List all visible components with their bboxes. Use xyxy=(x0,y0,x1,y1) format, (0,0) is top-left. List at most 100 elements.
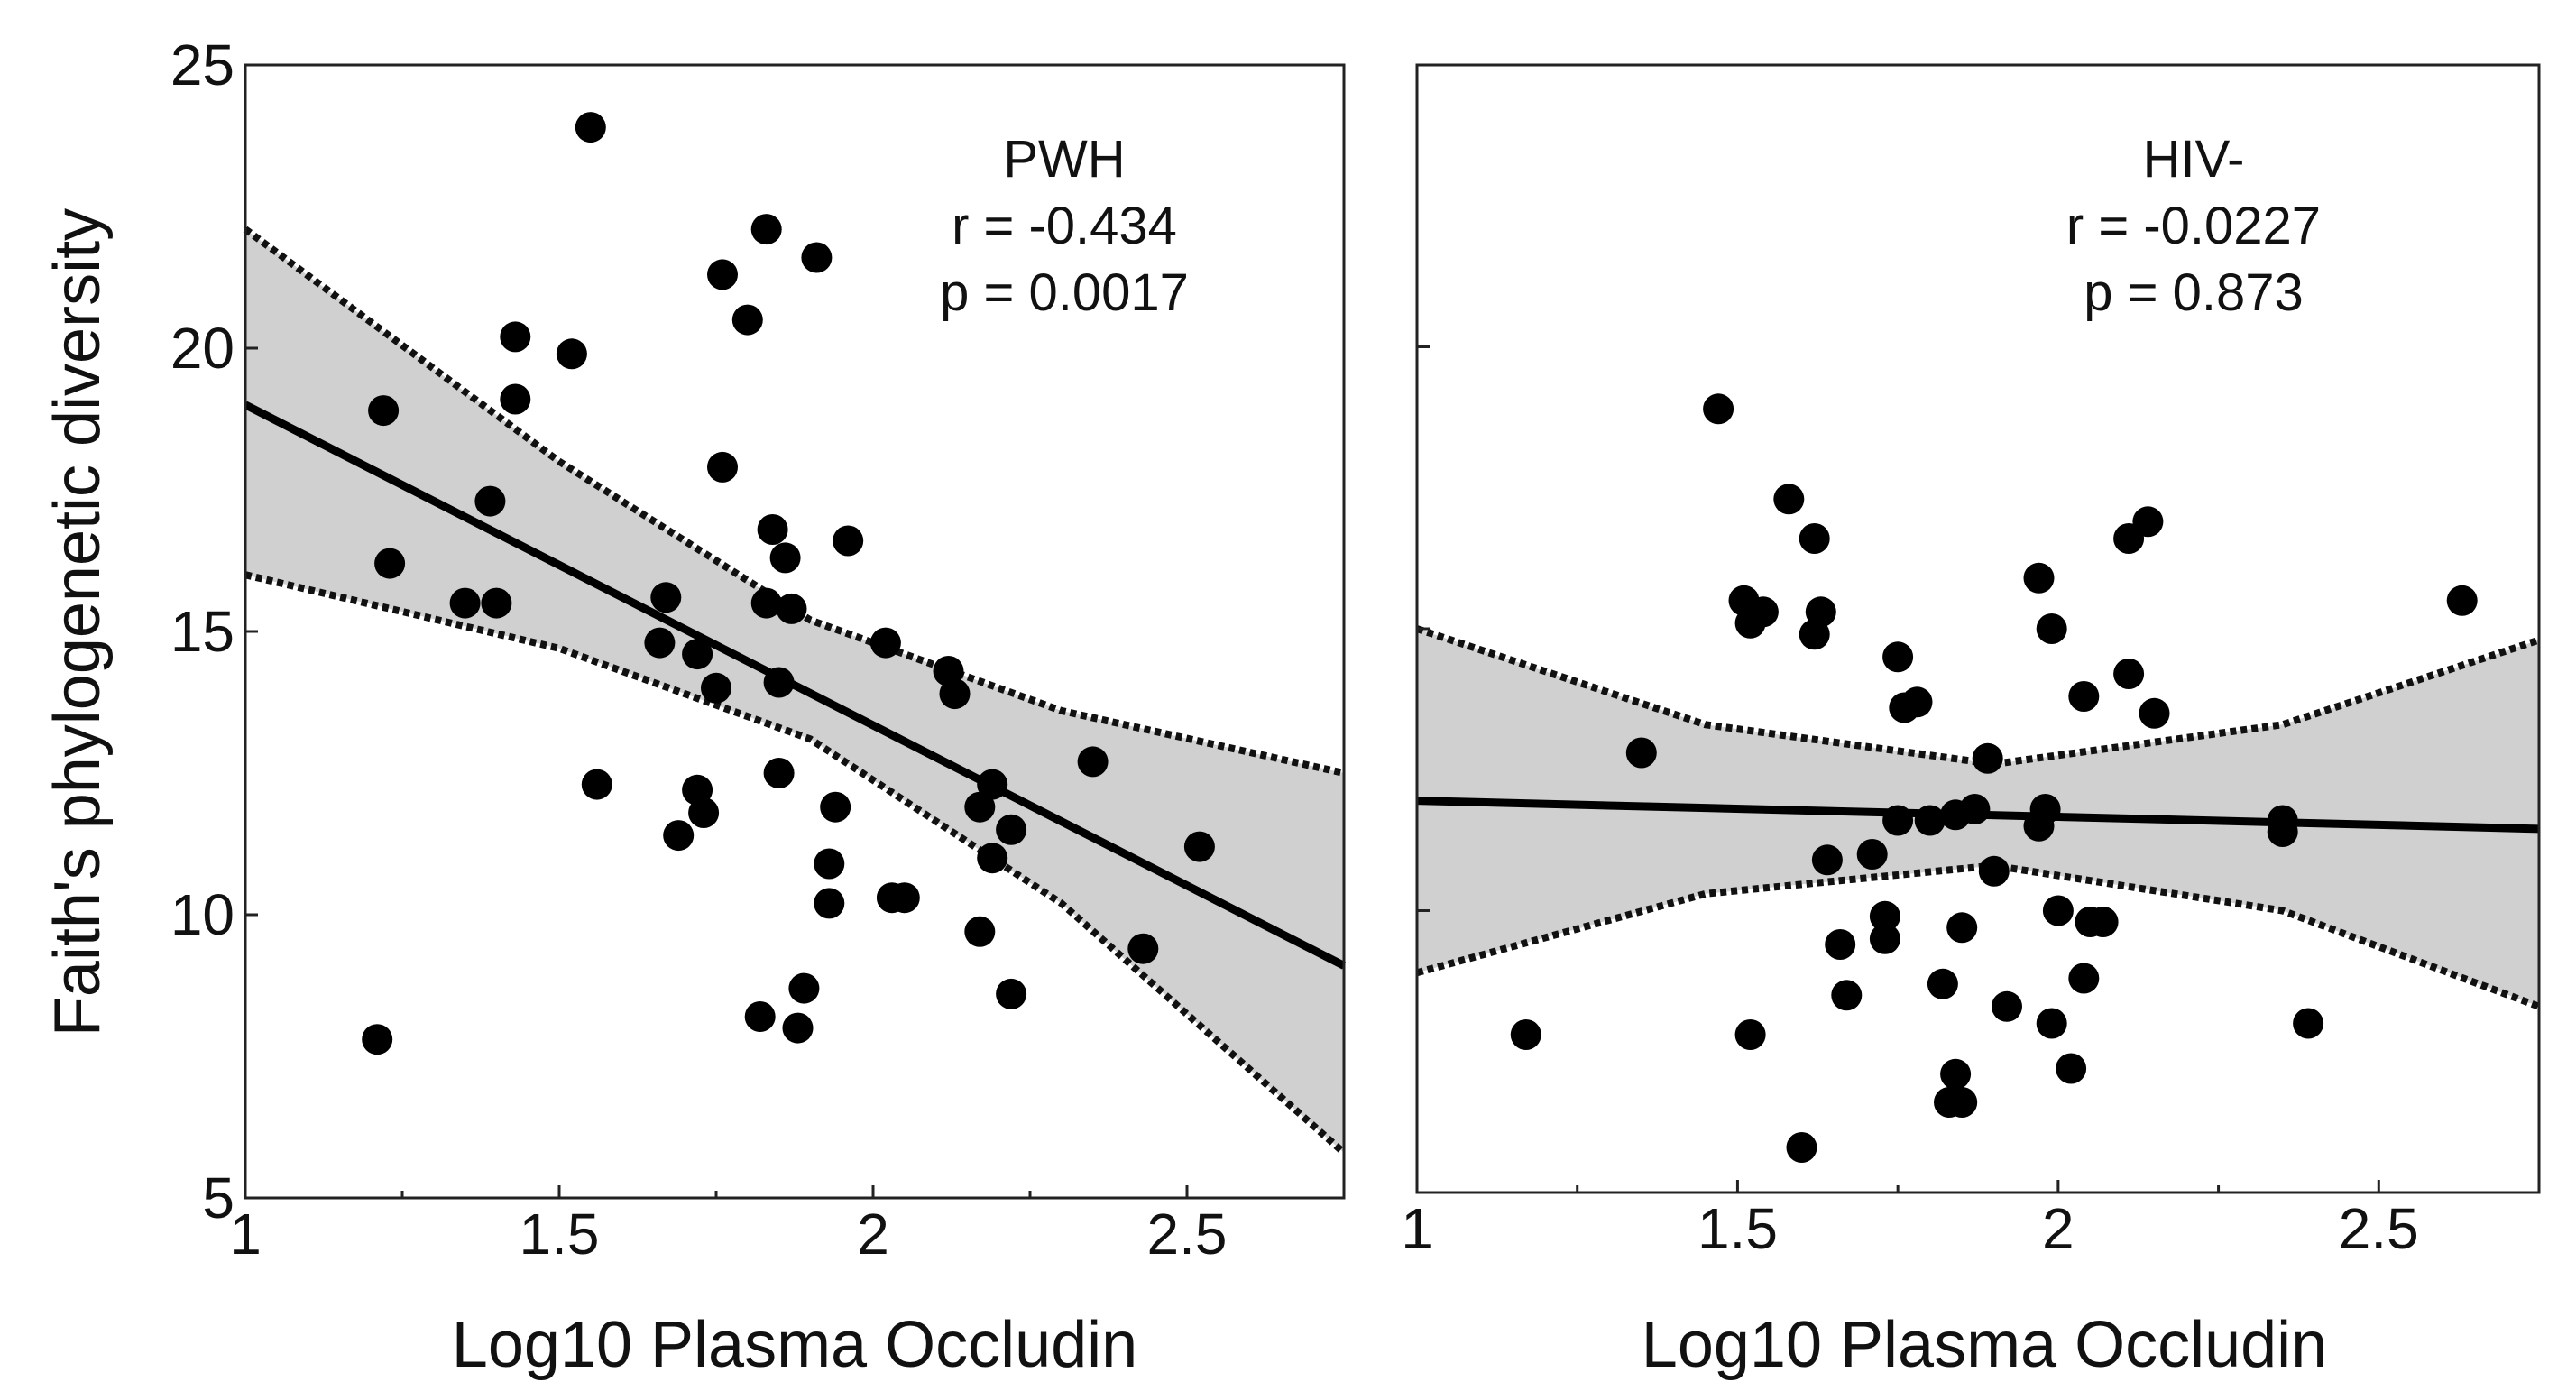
panel-hiv-negative-point-1 xyxy=(1625,737,1657,769)
panel-hiv-negative-point-6 xyxy=(1734,1019,1766,1050)
panel-pwh-point-26 xyxy=(763,758,795,788)
panel-pwh-y-tick-label-1: 10 xyxy=(170,882,235,947)
panel-hiv-negative-point-30 xyxy=(1972,742,2003,774)
panel-pwh-point-6 xyxy=(500,321,531,353)
panel-pwh-ci-band xyxy=(245,229,1344,1153)
panel-pwh: 1 1.5 2 2.5 5 10 15 20 25 PWH r = -0.434 p = 0.0… xyxy=(170,32,1347,1381)
panel-hiv-negative-x-axis-title: Log10 Plasma Occludin xyxy=(1642,1309,2327,1381)
panel-hiv-negative-point-46 xyxy=(2132,506,2164,538)
panel-pwh-point-43 xyxy=(977,769,1008,800)
panel-pwh-point-29 xyxy=(782,1012,814,1044)
panel-hiv-negative-point-7 xyxy=(1773,484,1805,515)
panel-hiv-negative-point-28 xyxy=(1946,1087,1978,1118)
panel-hiv-negative-point-39 xyxy=(2056,1053,2087,1084)
panel-hiv-negative-point-25 xyxy=(1940,1058,1972,1090)
panel-pwh-point-34 xyxy=(814,888,845,919)
panel-pwh-point-40 xyxy=(939,678,971,710)
panel-hiv-negative-point-0 xyxy=(1510,1019,1541,1050)
panel-pwh-point-5 xyxy=(481,587,512,619)
panel-hiv-negative-point-16 xyxy=(1869,900,1900,932)
panel-pwh-point-9 xyxy=(575,112,606,143)
panel-pwh-y-tick-label-2: 15 xyxy=(170,599,235,664)
panel-hiv-negative-point-36 xyxy=(2036,613,2067,644)
panel-hiv-negative-point-37 xyxy=(2036,1008,2067,1039)
panel-pwh-point-30 xyxy=(788,972,820,1004)
panel-pwh-y-tick-label-3: 20 xyxy=(170,316,235,381)
panel-pwh-point-48 xyxy=(1127,933,1159,964)
panel-pwh-x-tick-label-3: 2.5 xyxy=(1147,1202,1228,1267)
panel-hiv-negative-point-15 xyxy=(1856,839,1888,870)
panel-hiv-negative-point-32 xyxy=(1992,990,2022,1022)
panel-pwh-point-47 xyxy=(1077,746,1109,778)
panel-hiv-negative-point-12 xyxy=(1811,844,1843,876)
panel-hiv-negative-point-18 xyxy=(1882,805,1914,836)
panel-hiv-negative-point-2 xyxy=(1703,393,1734,425)
panel-pwh-point-10 xyxy=(581,769,612,800)
panel-hiv-negative-x-tick-label-2: 2 xyxy=(2042,1196,2075,1261)
panel-hiv-negative-group-label: HIV- xyxy=(2143,130,2245,189)
panel-pwh-point-41 xyxy=(964,916,996,947)
panel-pwh-point-33 xyxy=(820,791,851,823)
panel-pwh-x-tick-label-1: 1.5 xyxy=(520,1202,600,1267)
panel-pwh-p-value: p = 0.0017 xyxy=(940,263,1189,322)
panel-pwh-point-19 xyxy=(707,259,738,290)
panel-pwh-point-7 xyxy=(500,383,531,415)
panel-pwh-point-18 xyxy=(707,451,738,483)
panel-hiv-negative-point-43 xyxy=(2087,907,2119,937)
panel-hiv-negative-point-31 xyxy=(1978,855,2010,887)
panel-pwh-r-value: r = -0.434 xyxy=(952,197,1177,255)
panel-pwh-x-tick-label-2: 2 xyxy=(857,1202,889,1267)
panel-pwh-point-11 xyxy=(650,582,682,613)
panel-pwh-point-32 xyxy=(814,848,845,880)
panel-pwh-point-25 xyxy=(763,667,795,698)
panel-pwh-point-16 xyxy=(688,797,720,828)
panel-pwh-point-42 xyxy=(964,791,996,823)
panel-hiv-negative-point-38 xyxy=(2042,895,2074,926)
panel-pwh-point-4 xyxy=(474,485,506,517)
panel-pwh-point-31 xyxy=(801,242,833,273)
panel-pwh-point-1 xyxy=(374,548,406,579)
panel-hiv-negative-point-11 xyxy=(1805,596,1836,628)
panel-pwh-point-23 xyxy=(750,587,782,619)
panel-hiv-negative-point-47 xyxy=(2139,697,2170,729)
panel-hiv-negative-frame xyxy=(1415,63,2541,1194)
panel-hiv-negative-point-5 xyxy=(1747,596,1779,628)
panel-hiv-negative-r-value: r = -0.0227 xyxy=(2066,197,2321,255)
panel-hiv-negative-points xyxy=(1510,393,2478,1163)
panel-hiv-negative-point-40 xyxy=(2068,963,2100,994)
panel-pwh-point-45 xyxy=(996,814,1027,845)
panel-pwh-point-17 xyxy=(701,672,731,704)
panel-pwh-points xyxy=(362,112,1215,1055)
panel-pwh-y-tick-label-4: 25 xyxy=(170,32,235,97)
panel-hiv-negative-point-27 xyxy=(1946,912,1978,944)
panel-hiv-negative: 1 1.5 2 2.5 HIV- r = -0.0227 p = 0.873 Log1… xyxy=(1401,63,2541,1381)
panel-pwh-point-2 xyxy=(362,1024,393,1055)
panel-hiv-negative-point-13 xyxy=(1825,929,1856,960)
panel-pwh-point-20 xyxy=(731,304,763,336)
panel-hiv-negative-point-33 xyxy=(2023,562,2055,594)
panel-pwh-ticks: 1 1.5 2 2.5 5 10 15 20 25 xyxy=(170,32,1228,1267)
panel-pwh-point-28 xyxy=(776,593,807,624)
panel-pwh-point-27 xyxy=(769,542,801,574)
panel-hiv-negative-point-35 xyxy=(2029,794,2061,824)
panel-hiv-negative-point-49 xyxy=(2267,816,2298,847)
panel-hiv-negative-p-value: p = 0.873 xyxy=(2084,263,2304,322)
panel-pwh-ci-upper xyxy=(243,226,1345,777)
panel-pwh-point-44 xyxy=(977,843,1008,874)
panel-pwh-point-13 xyxy=(663,820,695,852)
panel-hiv-negative-point-23 xyxy=(1927,968,1958,999)
panel-pwh-ci-lower xyxy=(244,571,1347,1156)
panel-pwh-x-axis-title: Log10 Plasma Occludin xyxy=(452,1309,1137,1381)
panel-hiv-negative-background xyxy=(1417,65,2539,1193)
panel-pwh-point-14 xyxy=(682,639,713,670)
panel-pwh-point-12 xyxy=(644,627,676,659)
panel-hiv-negative-x-tick-label-3: 2.5 xyxy=(2339,1196,2419,1261)
panel-pwh-x-tick-label-0: 1 xyxy=(229,1202,262,1267)
panel-pwh-y-tick-label-0: 5 xyxy=(202,1165,235,1230)
panel-pwh-group-label: PWH xyxy=(1003,130,1125,189)
panel-pwh-point-3 xyxy=(449,587,481,619)
panel-hiv-negative-point-22 xyxy=(1914,805,1946,836)
panel-hiv-negative-x-tick-label-0: 1 xyxy=(1401,1196,1433,1261)
panel-hiv-negative-point-50 xyxy=(2293,1008,2324,1039)
